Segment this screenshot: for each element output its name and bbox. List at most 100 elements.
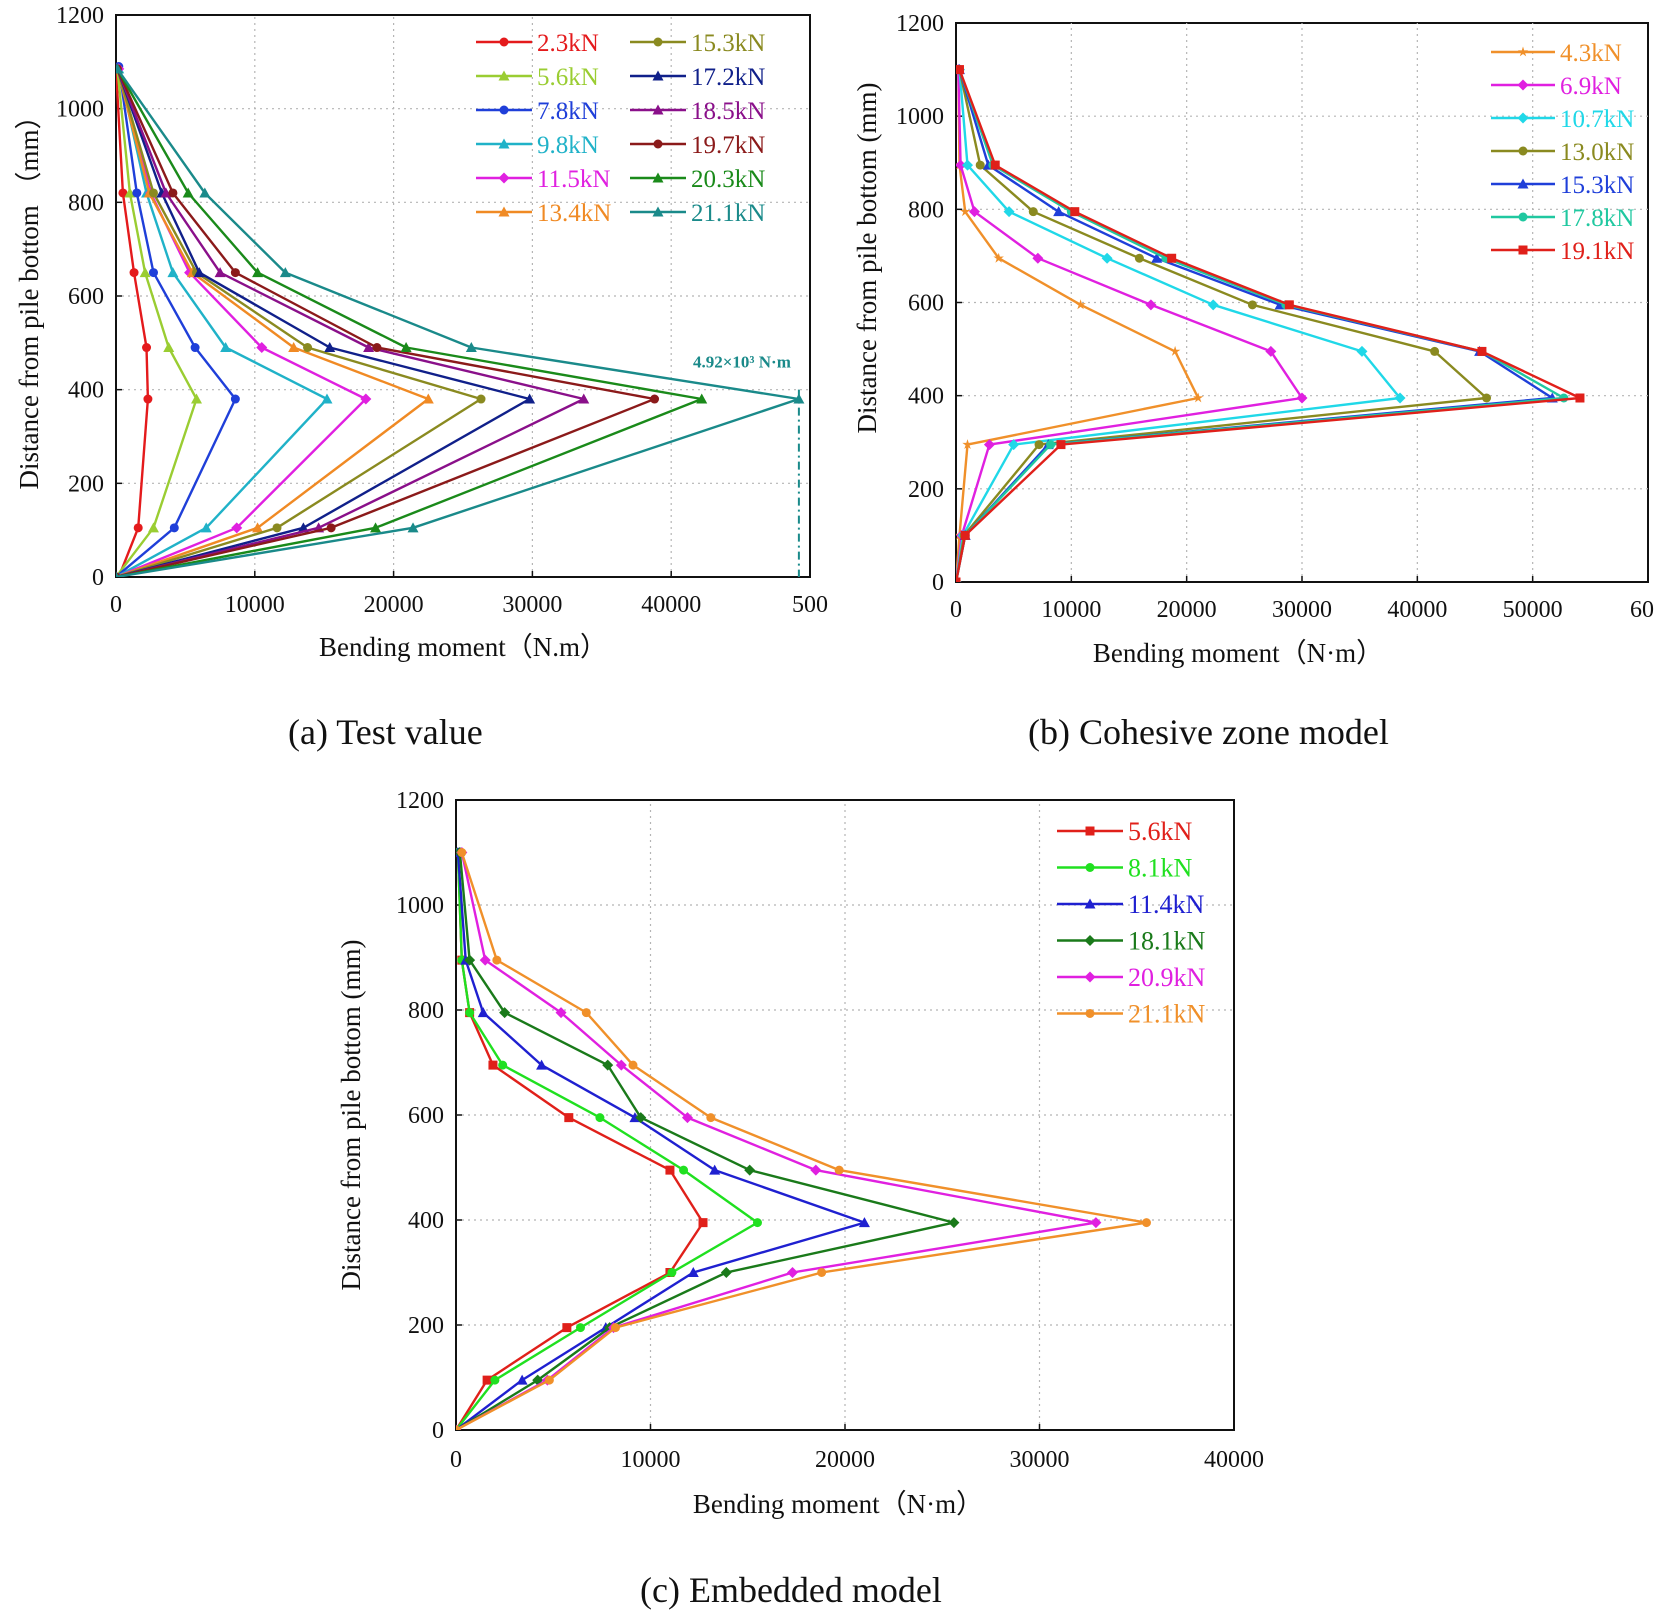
series-19-1kN-line: [956, 69, 1582, 582]
series-18-1kN-point: [635, 1112, 647, 1124]
legend-item-4-3kN-marker: [1517, 46, 1529, 57]
series-2-3kN-point: [118, 188, 128, 198]
series-19-7kN-point: [372, 343, 382, 353]
series-9-8kN-point: [200, 522, 212, 533]
y-tick-label: 400: [908, 384, 944, 410]
x-tick-label: 40000: [641, 592, 701, 618]
legend-item-15-3kN-marker: [1517, 178, 1529, 189]
x-tick-label: 10000: [225, 592, 285, 618]
series-17-8kN-point: [1046, 440, 1056, 450]
y-tick-label: 600: [68, 284, 104, 310]
series-21-1kN-point: [834, 1165, 844, 1175]
series-19-7kN-point: [168, 188, 178, 198]
legend-item-15-3kN-label: 15.3kN: [1560, 172, 1634, 199]
series-13-0kN-point: [1482, 393, 1492, 403]
legend-item-10-7kN-label: 10.7kN: [1560, 106, 1634, 133]
legend-item-15-3kN-marker: [653, 37, 663, 47]
legend-item-6-9kN-label: 6.9kN: [1560, 73, 1622, 100]
series-19-1kN-point: [1284, 300, 1294, 310]
series-6-9kN-point: [1296, 392, 1308, 404]
series-13-0kN-line: [956, 69, 1488, 582]
legend-item-20-9kN-marker: [1084, 971, 1096, 983]
series-21-1kN-point: [116, 571, 120, 577]
series-18-1kN-point: [499, 1007, 511, 1019]
legend-item-2-3kN-marker: [499, 37, 509, 47]
series-5-6kN-point: [124, 187, 136, 198]
series-11-5kN-point: [360, 393, 372, 405]
series-2-3kN-point: [143, 394, 153, 404]
series-8-1kN-point: [490, 1375, 500, 1385]
series-20-3kN-point: [696, 393, 708, 404]
series-2-3kN-point: [142, 343, 152, 353]
series-18-5kN-point: [578, 393, 590, 404]
legend-item-21-1kN-label: 21.1kN: [1128, 1000, 1206, 1029]
x-tick-label: 30000: [1010, 1447, 1070, 1473]
series-20-9kN-point: [555, 1007, 567, 1019]
series-4-3kN-point: [960, 206, 971, 217]
series-19-1kN-point: [1070, 207, 1080, 217]
legend-item-20-3kN-label: 20.3kN: [691, 166, 765, 193]
legend-item-17-8kN-marker: [1518, 212, 1528, 222]
chart-b: 0 10000 20000 30000 40000 50000 600 0 200 400 600 8…: [852, 11, 1654, 668]
series-21-1kN-point: [793, 393, 805, 404]
y-tick-label: 1200: [396, 788, 444, 814]
series-8-1kN-point: [667, 1268, 677, 1277]
series-19-7kN-point: [650, 394, 660, 404]
series-10-7kN-point: [1008, 439, 1020, 451]
series-8-1kN-point: [498, 1060, 508, 1070]
legend-item-5-6kN-marker: [498, 70, 510, 81]
y-tick-label: 600: [908, 291, 944, 317]
series-21-1kN-point: [706, 1113, 716, 1123]
x-tick-label: 0: [950, 597, 962, 623]
series-10-7kN-point: [1003, 206, 1015, 218]
legend-item-19-7kN-label: 19.7kN: [691, 132, 765, 159]
x-tick-label: 600: [1630, 597, 1654, 623]
y-tick-label: 200: [68, 471, 104, 497]
series-18-1kN-point: [948, 1217, 960, 1229]
x-axis-label: Bending moment（N.m）: [319, 632, 607, 662]
x-axis-label: Bending moment（N·m）: [693, 1489, 983, 1519]
x-tick-label: 10000: [1041, 597, 1101, 623]
legend-item-8-1kN-label: 8.1kN: [1128, 854, 1193, 883]
series-7-8kN-point: [190, 343, 200, 353]
series-8-1kN-point: [575, 1323, 585, 1333]
x-tick-label: 40000: [1387, 597, 1447, 623]
legend-item-13-0kN-label: 13.0kN: [1560, 139, 1634, 166]
legend-item-17-8kN-label: 17.8kN: [1560, 205, 1634, 232]
legend-item-9-8kN-marker: [498, 138, 510, 149]
series-21-1kN-point: [116, 63, 123, 74]
series-19-1kN-point: [1167, 253, 1177, 263]
series-19-1kN-point: [956, 577, 961, 582]
series-13-0kN-point: [1034, 440, 1044, 450]
series-10-7kN-point: [1207, 299, 1219, 311]
caption-b: (b) Cohesive zone model: [1028, 712, 1389, 752]
series-6-9kN-point: [1265, 345, 1277, 357]
series-5-6kN-point: [191, 393, 203, 404]
legend-item-20-3kN-marker: [652, 172, 664, 183]
series-20-3kN-point: [252, 267, 264, 278]
series-4-3kN-point: [1193, 392, 1204, 403]
series-20-9kN-point: [786, 1267, 798, 1278]
legend-item-11-4kN-label: 11.4kN: [1128, 890, 1205, 919]
series-18-1kN-point: [744, 1164, 756, 1176]
legend-item-5-6kN-marker: [1085, 826, 1095, 836]
series-7-8kN-point: [148, 268, 158, 278]
series-15-3kN-point: [303, 343, 313, 353]
series-21-1kN-point: [407, 522, 419, 533]
series-6-9kN-line: [956, 69, 1304, 582]
series-21-1kN-point: [279, 267, 291, 278]
series-11-4kN-point: [687, 1267, 699, 1277]
series-21-1kN-point: [457, 848, 467, 857]
data-layer-b: [956, 64, 1585, 582]
legend-item-18-5kN-label: 18.5kN: [691, 98, 765, 125]
series-20-3kN-point: [182, 187, 194, 198]
series-20-9kN-point: [681, 1112, 693, 1124]
series-11-4kN-point: [516, 1374, 528, 1385]
legend-item-4-3kN-label: 4.3kN: [1560, 40, 1622, 67]
series-15-3kN-point: [148, 188, 158, 198]
series-10-7kN-point: [1356, 345, 1368, 357]
caption-c: (c) Embedded model: [640, 1570, 942, 1610]
series-20-3kN-point: [400, 342, 412, 353]
series-5-6kN-point: [163, 342, 175, 353]
